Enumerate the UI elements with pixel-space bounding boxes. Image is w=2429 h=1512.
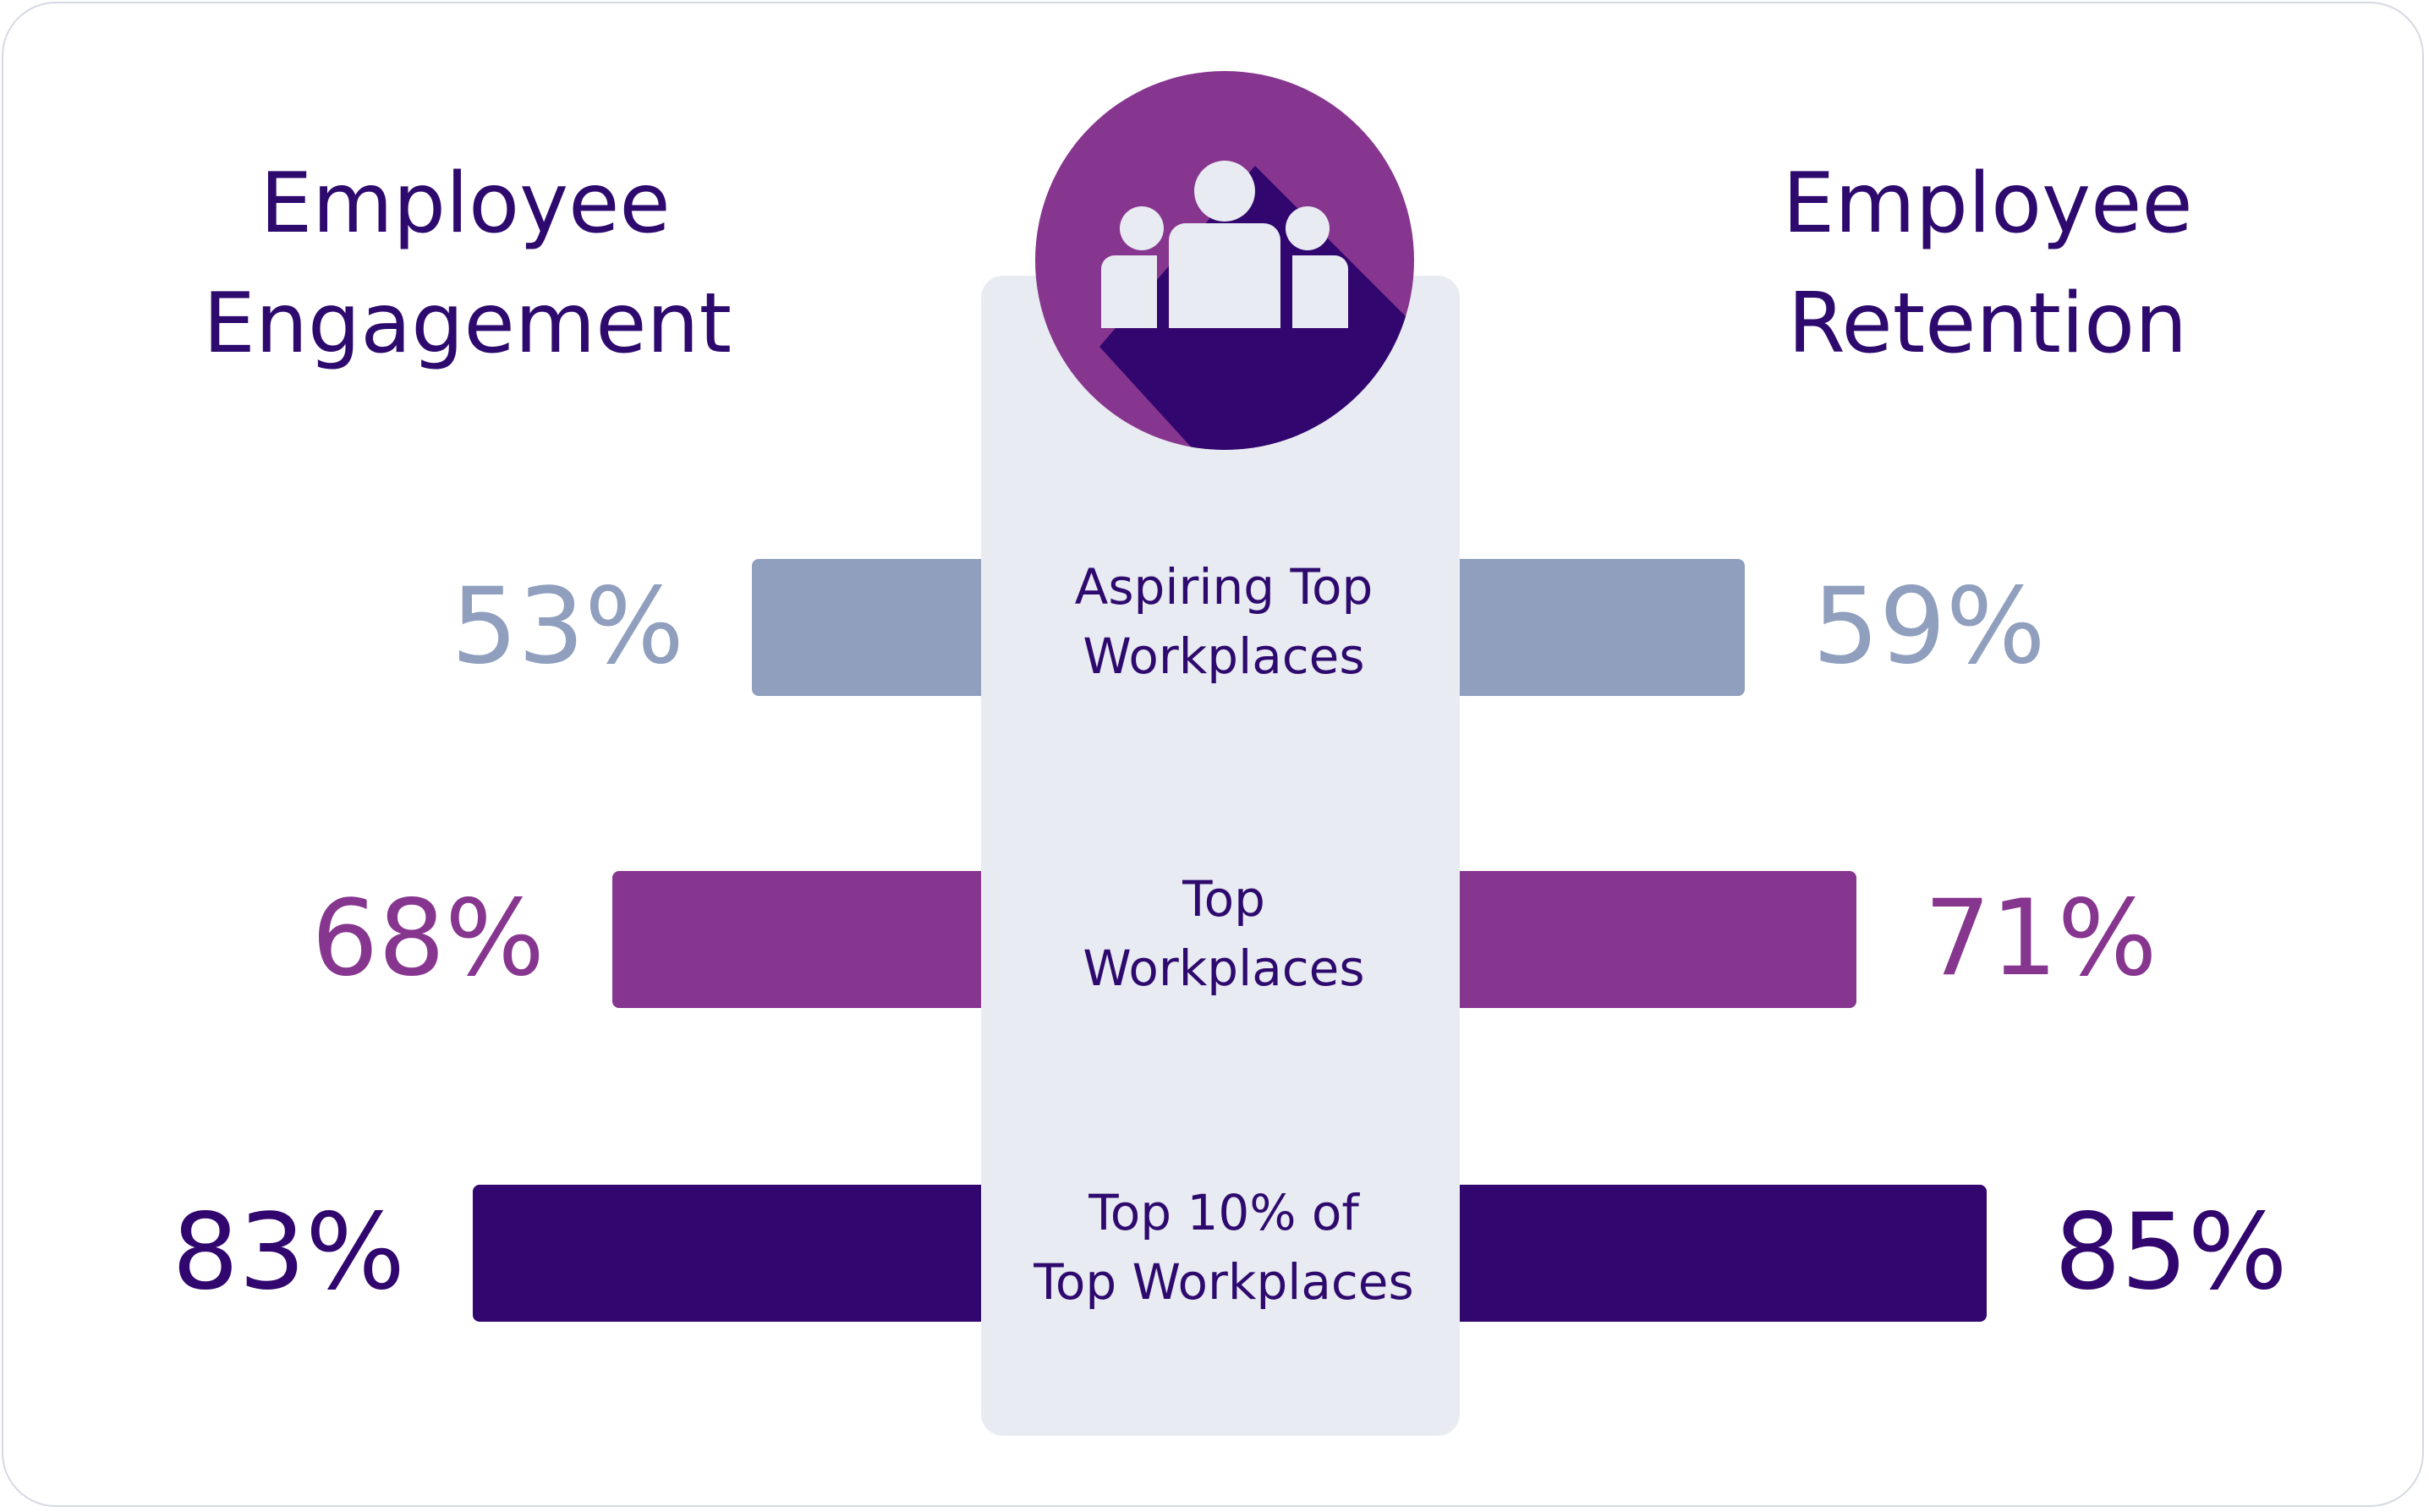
- people-figures: [1101, 161, 1348, 328]
- category-label-2-line-2: Workplaces: [1083, 940, 1364, 997]
- value-label-engagement-1: 53%: [451, 566, 684, 688]
- category-label-3-line-1: Top 10% of: [1088, 1184, 1360, 1241]
- bar-retention-3: [1450, 1185, 1987, 1322]
- category-panel: [981, 276, 1460, 1436]
- left-title-line-1: Employee: [260, 156, 671, 252]
- left-title-line-2: Engagement: [203, 276, 732, 372]
- bar-engagement-2: [612, 871, 991, 1008]
- value-label-retention-2: 71%: [1924, 878, 2158, 1000]
- category-label-3-line-2: Top Workplaces: [1033, 1253, 1413, 1311]
- right-title-line-2: Retention: [1787, 276, 2188, 372]
- left-chart-title: Employee Engagement: [203, 144, 732, 384]
- value-label-engagement-3: 83%: [172, 1192, 405, 1313]
- value-label-retention-3: 85%: [2054, 1192, 2288, 1313]
- category-label-2-line-1: Top: [1182, 870, 1265, 928]
- right-chart-title: Employee Retention: [1725, 144, 2250, 384]
- value-label-engagement-2: 68%: [311, 878, 545, 1000]
- bar-engagement-3: [473, 1185, 991, 1322]
- value-label-retention-1: 59%: [1812, 566, 2046, 688]
- right-title-line-1: Employee: [1782, 156, 2193, 252]
- bar-retention-2: [1450, 871, 1856, 1008]
- category-label-1-line-1: Aspiring Top: [1075, 558, 1374, 616]
- bar-engagement-1: [752, 559, 991, 696]
- bar-retention-1: [1450, 559, 1745, 696]
- category-label-1-line-2: Workplaces: [1083, 627, 1364, 685]
